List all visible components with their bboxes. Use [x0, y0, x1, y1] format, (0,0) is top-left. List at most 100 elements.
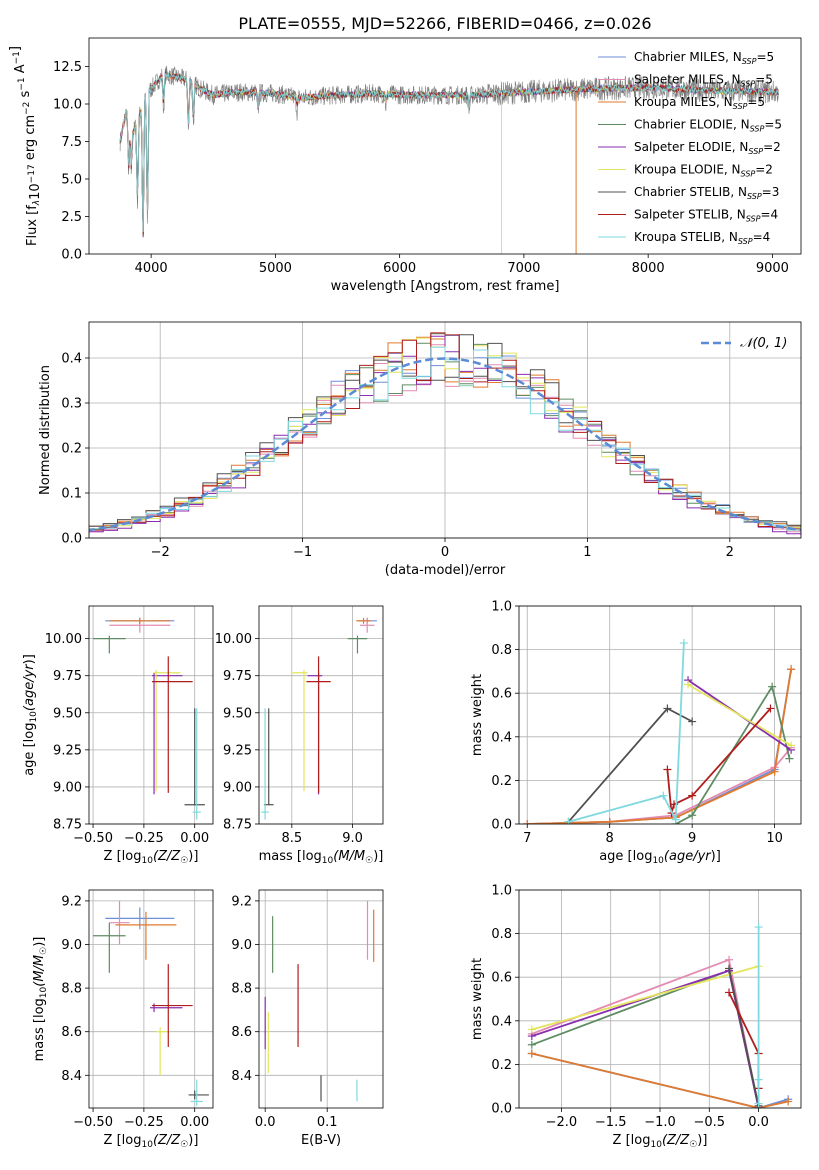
legend-entry-name: Salpeter STELIB, N	[634, 208, 746, 222]
axes-frame	[88, 889, 214, 1109]
label-part: /yr	[692, 849, 712, 864]
y-axis-label-part: λ	[32, 200, 42, 206]
weight-age-plot-area	[523, 639, 796, 824]
label-part: ☉	[689, 1140, 697, 1150]
legend-entry-sub: SSP	[741, 170, 756, 179]
legend-entry-name: Kroupa STELIB, N	[634, 230, 738, 244]
label-part: (Z	[153, 1133, 168, 1148]
error-bar-point	[356, 617, 371, 624]
label-part: ☉	[365, 856, 373, 866]
error-bar-point	[261, 708, 269, 820]
legend-entry-value: =5	[764, 118, 782, 132]
error-bar-point	[109, 900, 130, 945]
y-tick-label: 8.4	[231, 1069, 252, 1084]
weight-point-marker	[523, 820, 532, 824]
weight-series-line	[728, 968, 760, 1106]
label-part: 10	[141, 1140, 153, 1150]
label-part: /yr	[22, 663, 37, 683]
weight-series-line	[527, 747, 792, 824]
x-axis-label: E(B-V)	[301, 1133, 341, 1148]
label-part: ☉	[39, 947, 49, 955]
x-axis-label: age [log10(age/yr)]	[599, 849, 721, 866]
y-tick-label: 2.5	[61, 210, 82, 225]
label-part: mass [log	[32, 998, 47, 1061]
weight-point-marker	[768, 682, 777, 691]
y-tick-label: 9.25	[223, 743, 252, 758]
weight-Z-plot-area	[527, 923, 793, 1108]
weight-point-marker	[671, 815, 680, 824]
weight-point-marker	[564, 817, 573, 824]
y-tick-label: 1.0	[491, 884, 512, 899]
label-part: 10	[322, 856, 334, 866]
y-tick-label: 12.5	[53, 60, 82, 75]
legend-entry-value: =4	[760, 208, 778, 222]
legend-entry: 𝒩(0, 1)	[740, 336, 787, 351]
y-tick-label: 0.4	[61, 352, 82, 367]
weight-series-line	[531, 958, 760, 1108]
weight-series-line	[531, 1052, 789, 1108]
weight-series-line	[568, 643, 685, 823]
weight-point-marker	[663, 765, 672, 774]
x-tick-label: −0.5	[694, 1115, 726, 1130]
label-part: age [log	[599, 849, 652, 864]
legend-entry: Chabrier MILES, NSSP=5	[634, 50, 774, 66]
x-tick-label: 0	[441, 545, 449, 560]
label-part: Z [log	[104, 1133, 142, 1148]
y-tick-label: 0.2	[491, 1058, 512, 1073]
legend-entry-name: Salpeter MILES, N	[634, 73, 741, 87]
y-tick-label: 0.8	[491, 643, 512, 658]
x-tick-label: 9	[688, 831, 696, 846]
label-part: (M	[32, 970, 47, 986]
y-axis-label-part: ]	[8, 46, 23, 51]
y-tick-label: 9.75	[53, 669, 82, 684]
x-tick-label: 9.0	[342, 831, 363, 846]
label-part: (age	[22, 682, 37, 711]
y-tick-label: 9.00	[223, 780, 252, 795]
y-tick-label: 0.4	[491, 1014, 512, 1029]
error-bar-point	[152, 656, 193, 793]
label-part: 10	[650, 1140, 662, 1150]
legend-entry-sub: SSP	[748, 147, 763, 156]
y-tick-label: 10.00	[215, 632, 252, 647]
x-tick-label: 7000	[507, 261, 540, 276]
legend-entry: Kroupa STELIB, NSSP=4	[634, 230, 770, 246]
label-part: (Z	[662, 1133, 677, 1148]
legend-entry: Salpeter STELIB, NSSP=4	[634, 208, 778, 224]
legend-entry-name: Salpeter ELODIE, N	[634, 140, 748, 154]
weight-point-marker	[679, 639, 688, 648]
y-axis-label-part: Flux [f	[25, 205, 40, 246]
label-part: 10	[652, 856, 664, 866]
legend-entry-value: =5	[747, 95, 765, 109]
legend-entry-name: Chabrier STELIB, N	[634, 185, 747, 199]
label-part: Z [log	[613, 1133, 651, 1148]
x-tick-label: 7	[523, 831, 531, 846]
legend-entry-sub: SSP	[750, 125, 765, 134]
y-tick-label: 0.2	[491, 774, 512, 789]
y-tick-label: 10.0	[53, 98, 82, 113]
y-axis-label-part: −2	[22, 102, 32, 115]
legend-entry-sub: SSP	[742, 57, 757, 66]
y-axis-label: Normed distribution	[38, 365, 53, 495]
error-bar-point	[192, 708, 201, 820]
y-axis-label-part: s	[18, 90, 33, 101]
weight-point-marker	[770, 767, 779, 776]
y-axis-label-part: −17	[27, 164, 37, 183]
weight-point-marker	[785, 754, 794, 763]
legend-entry: Salpeter MILES, NSSP=5	[634, 73, 773, 89]
x-tick-label: −1.5	[595, 1115, 627, 1130]
error-bar-point	[184, 708, 205, 806]
x-tick-label: −0.50	[73, 831, 113, 846]
weight-point-marker	[688, 811, 697, 820]
weight-point-marker	[787, 741, 796, 750]
x-tick-label: 8.5	[281, 831, 302, 846]
x-tick-label: 9000	[756, 261, 789, 276]
axes-frame	[518, 889, 802, 1109]
residuals-legend: 𝒩(0, 1)	[701, 336, 787, 351]
y-axis-label: Flux [fλ10−17 erg cm−2 s−1 A−1]	[8, 46, 43, 246]
legend-entry: Kroupa ELODIE, NSSP=2	[634, 163, 773, 179]
error-bar-point	[359, 617, 375, 633]
axes-frame	[88, 605, 214, 825]
weight-point-marker	[688, 717, 697, 726]
